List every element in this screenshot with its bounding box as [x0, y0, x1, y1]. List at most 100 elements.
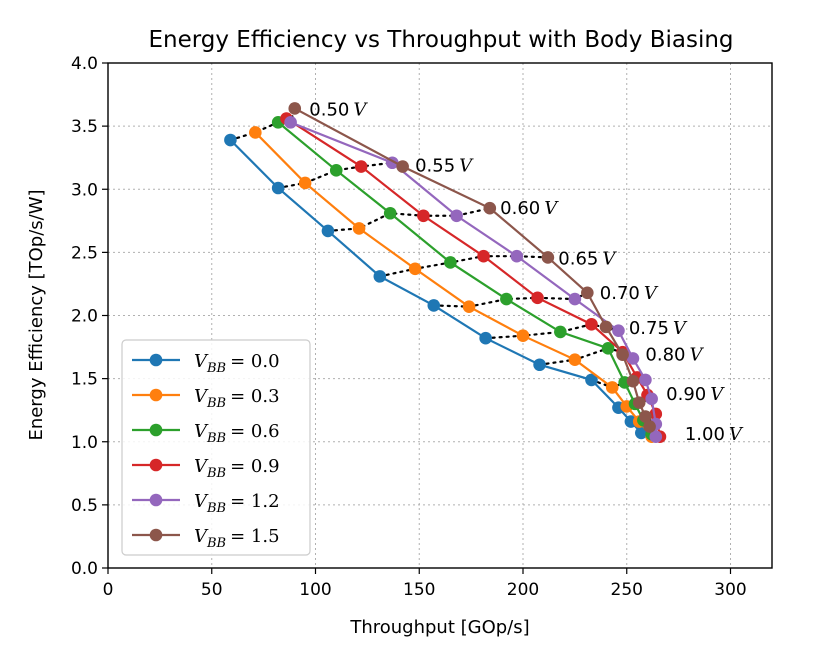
- x-tick-label: 50: [201, 580, 223, 600]
- voltage-label: 0.50 V: [309, 100, 368, 121]
- data-point: [271, 181, 285, 195]
- x-axis-ticks: 0 50 100 150 200 250 300: [103, 568, 747, 600]
- data-point: [599, 320, 613, 334]
- data-point: [585, 373, 598, 387]
- y-tick-label: 2.0: [71, 307, 98, 327]
- legend-marker: [149, 353, 163, 367]
- legend-entry: VBB = 0.6: [132, 421, 280, 446]
- data-point: [224, 133, 237, 147]
- data-point: [329, 164, 343, 177]
- data-point: [298, 176, 312, 190]
- data-point: [645, 392, 658, 406]
- data-point: [500, 292, 513, 306]
- data-point: [444, 256, 457, 269]
- legend-marker: [149, 458, 163, 472]
- data-point: [568, 353, 582, 366]
- data-point: [626, 352, 640, 365]
- data-point: [249, 126, 262, 139]
- data-point: [510, 249, 524, 263]
- legend-entry: VBB = 0.3: [132, 386, 280, 411]
- legend-label: VBB = 1.2: [194, 491, 280, 516]
- data-point: [541, 251, 555, 264]
- legend-marker: [149, 493, 163, 507]
- y-tick-label: 0.0: [71, 559, 98, 579]
- data-point: [626, 374, 640, 388]
- data-point: [477, 249, 490, 263]
- y-tick-label: 1.0: [71, 433, 98, 453]
- data-point: [632, 396, 646, 409]
- y-tick-label: 4.0: [71, 54, 98, 74]
- y-axis-label: Energy Efficiency [TOp/s/W]: [26, 189, 47, 440]
- x-tick-label: 300: [714, 580, 746, 600]
- data-point: [354, 160, 368, 173]
- y-tick-label: 1.5: [71, 370, 98, 390]
- voltage-labels: 0.50 V 0.55 V 0.60 V 0.65 V 0.70 V 0.75 V 0.80 V 0.90 V…: [309, 100, 744, 445]
- y-axis-ticks: 0.0 0.5 1.0 1.5 2.0 2.5 3.0 3.5 4.0: [71, 54, 108, 579]
- data-point: [639, 373, 652, 387]
- x-tick-label: 150: [403, 580, 435, 600]
- series-1.5: [288, 102, 656, 433]
- data-point: [516, 329, 530, 343]
- data-point: [605, 381, 619, 394]
- legend-marker: [149, 528, 163, 542]
- legend-box: [121, 339, 311, 556]
- data-point: [408, 262, 422, 276]
- data-point: [616, 348, 629, 361]
- voltage-label: 0.80 V: [645, 345, 704, 366]
- data-point: [483, 201, 497, 215]
- data-point: [417, 209, 430, 223]
- series-group: [224, 102, 667, 444]
- data-point: [649, 430, 663, 444]
- legend-label: VBB = 0.0: [194, 351, 280, 376]
- legend-entry: VBB = 1.2: [132, 491, 280, 516]
- y-tick-label: 3.0: [71, 180, 98, 200]
- voltage-label: 1.00 V: [685, 424, 744, 445]
- data-point: [321, 224, 335, 238]
- data-point: [479, 331, 492, 345]
- data-point: [531, 291, 544, 305]
- data-point: [612, 324, 625, 337]
- voltage-label: 0.60 V: [500, 198, 559, 219]
- data-point: [643, 420, 656, 433]
- data-point: [554, 325, 567, 339]
- voltage-label: 0.55 V: [415, 155, 474, 176]
- data-point: [373, 270, 387, 283]
- legend: VBB = 0.0 VBB = 0.3 VBB = 0.6 VBB = 0.9 VBB = 1.2…: [121, 339, 311, 556]
- legend-marker: [149, 423, 163, 437]
- legend-label: VBB = 0.9: [194, 456, 280, 481]
- x-tick-label: 100: [299, 580, 331, 600]
- legend-label: VBB = 1.5: [194, 526, 280, 551]
- y-tick-label: 3.5: [71, 117, 98, 137]
- data-point: [383, 206, 397, 220]
- data-point: [639, 410, 652, 423]
- data-point: [352, 222, 366, 235]
- legend-label: VBB = 0.6: [194, 421, 280, 446]
- voltage-label: 0.70 V: [600, 283, 659, 304]
- data-point: [396, 160, 409, 173]
- legend-entry: VBB = 0.0: [132, 351, 280, 376]
- data-point: [585, 318, 598, 331]
- x-tick-label: 250: [611, 580, 643, 600]
- data-point: [533, 358, 546, 372]
- x-axis-label: Throughput [GOp/s]: [349, 617, 529, 638]
- legend-entry: VBB = 1.5: [132, 526, 280, 551]
- data-point: [581, 286, 594, 300]
- data-point: [601, 342, 615, 355]
- voltage-label: 0.75 V: [629, 318, 688, 339]
- x-tick-label: 0: [103, 580, 114, 600]
- voltage-label: 0.65 V: [558, 249, 617, 270]
- data-point: [450, 209, 463, 223]
- data-point: [568, 292, 582, 306]
- voltage-label: 0.90 V: [666, 384, 725, 405]
- data-point: [427, 299, 441, 312]
- y-tick-label: 2.5: [71, 243, 98, 263]
- data-point: [284, 116, 297, 129]
- data-point: [288, 102, 302, 115]
- chart-title: Energy Efficiency vs Throughput with Bod…: [148, 27, 733, 53]
- legend-marker: [149, 388, 163, 402]
- data-point: [462, 300, 476, 313]
- series-line: [254, 131, 653, 438]
- x-tick-label: 200: [507, 580, 539, 600]
- y-tick-label: 0.5: [71, 496, 98, 516]
